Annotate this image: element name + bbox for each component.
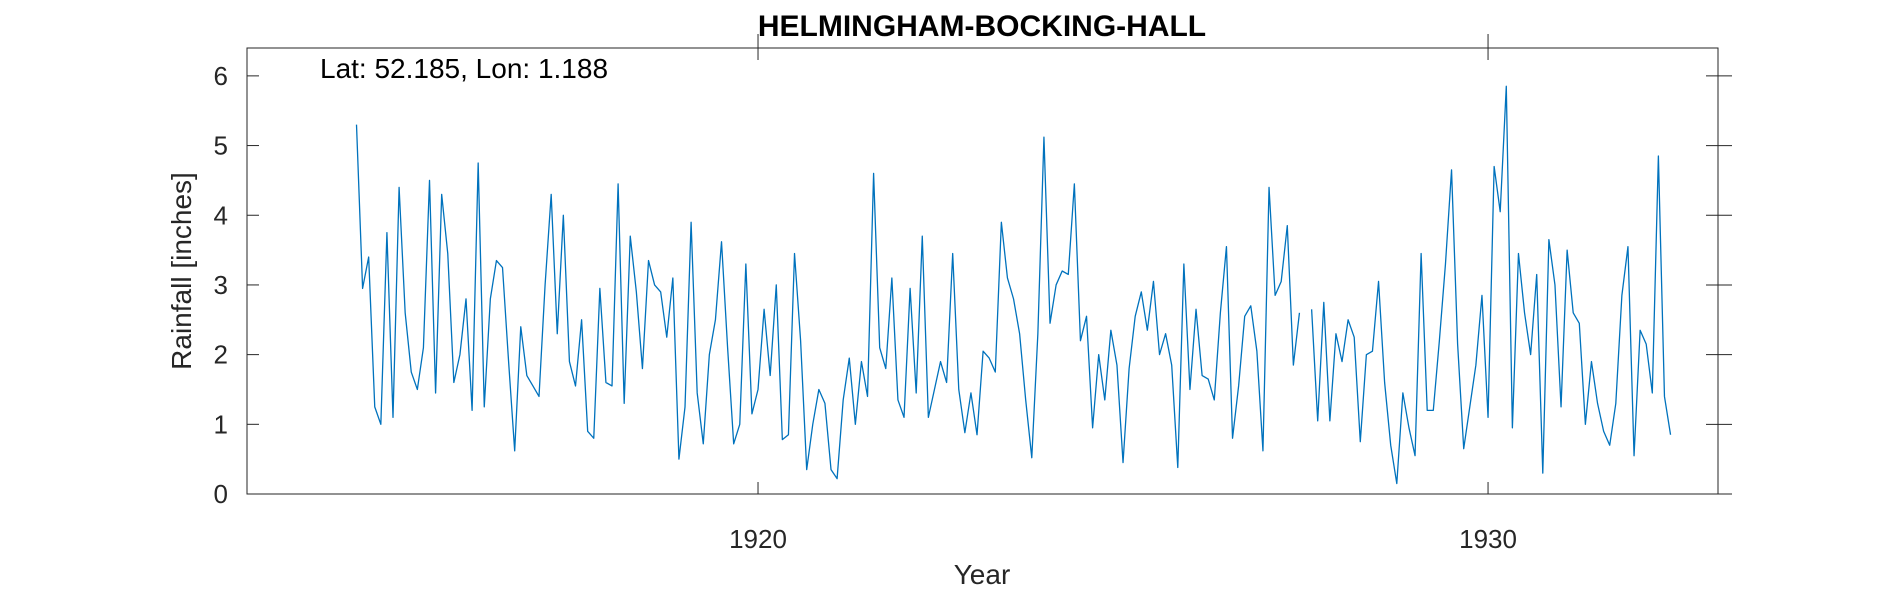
rainfall-series — [355, 85, 1672, 485]
y-tick-label: 3 — [214, 270, 228, 300]
y-tick-label: 0 — [214, 479, 228, 509]
plot-area — [246, 47, 1719, 495]
y-tick-label: 6 — [214, 61, 228, 91]
x-axis-label: Year — [954, 559, 1011, 590]
series-line — [355, 124, 1301, 480]
x-tick-label: 1930 — [1459, 524, 1517, 554]
x-axis: 1920 1930 — [247, 34, 1732, 554]
chart-title: HELMINGHAM-BOCKING-HALL — [758, 10, 1206, 43]
y-axis: 0 1 2 3 4 5 6 — [214, 61, 1732, 509]
series-line — [1310, 85, 1672, 485]
y-tick-label: 2 — [214, 340, 228, 370]
y-tick-label: 5 — [214, 131, 228, 161]
y-axis-label: Rainfall [inches] — [166, 172, 197, 370]
location-annotation: Lat: 52.185, Lon: 1.188 — [320, 53, 608, 84]
y-tick-label: 1 — [214, 409, 228, 439]
y-tick-label: 4 — [214, 200, 228, 230]
x-tick-label: 1920 — [729, 524, 787, 554]
